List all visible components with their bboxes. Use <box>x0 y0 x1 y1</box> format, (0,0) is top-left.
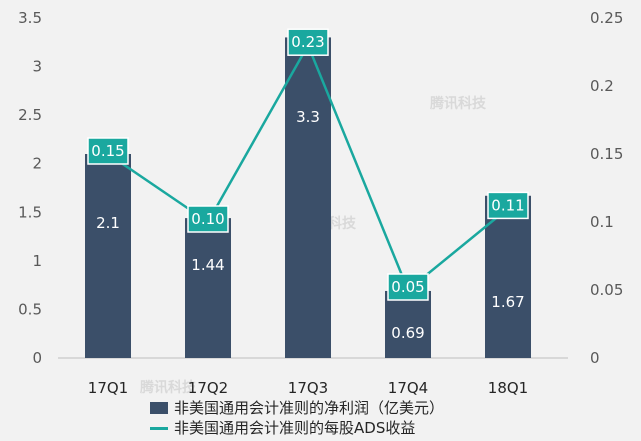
legend-label-bar: 非美国通用会计准则的净利润（亿美元） <box>174 399 445 417</box>
y-right-tick-label: 0.25 <box>590 9 623 27</box>
line-value-box <box>187 205 229 233</box>
y-left-tick-label: 1.5 <box>18 203 42 221</box>
y-right-tick-label: 0.05 <box>590 281 623 299</box>
y-left-tick-label: 2.5 <box>18 106 42 124</box>
x-tick-label: 17Q2 <box>188 379 228 397</box>
line-value-label: 0.11 <box>491 196 524 214</box>
y-right-tick-label: 0.2 <box>590 77 614 95</box>
legend-label-line: 非美国通用会计准则的每股ADS收益 <box>174 419 416 437</box>
watermark-text: 腾讯科技 <box>430 95 487 112</box>
bar-value-label: 3.3 <box>296 108 320 126</box>
bar <box>285 37 331 359</box>
line-value-label: 0.10 <box>191 210 224 228</box>
y-right-tick-label: 0 <box>590 349 600 367</box>
y-left-tick-label: 1 <box>32 252 42 270</box>
legend-item-bar: 非美国通用会计准则的净利润（亿美元） <box>150 398 444 418</box>
bar-value-label: 2.1 <box>96 214 120 232</box>
y-left-tick-label: 2 <box>32 155 42 173</box>
line-value-box <box>287 28 329 56</box>
line-value-box <box>387 273 429 301</box>
legend-item-line: 非美国通用会计准则的每股ADS收益 <box>150 418 444 438</box>
y-right-tick-label: 0.15 <box>590 145 623 163</box>
bar-value-label: 1.44 <box>191 256 224 274</box>
bar <box>185 218 231 358</box>
y-left-tick-label: 3 <box>32 58 42 76</box>
y-left-tick-label: 0.5 <box>18 300 42 318</box>
bar <box>385 290 431 358</box>
line-value-label: 0.23 <box>291 33 324 51</box>
watermark-text: 腾讯科技 <box>140 379 197 396</box>
legend-swatch-bar <box>150 402 168 414</box>
line-value-box <box>487 191 529 220</box>
line-value-box <box>87 137 129 165</box>
bar <box>485 195 531 358</box>
bar-value-label: 1.67 <box>491 293 524 311</box>
y-left-tick-label: 0 <box>32 349 42 367</box>
x-tick-label: 17Q4 <box>388 379 428 397</box>
bar-value-label: 0.69 <box>391 324 424 342</box>
y-left-tick-label: 3.5 <box>18 9 42 27</box>
y-right-tick-label: 0.1 <box>590 213 614 231</box>
line-value-label: 0.15 <box>91 142 124 160</box>
line-value-label: 0.05 <box>391 278 424 296</box>
legend-swatch-line <box>150 426 168 430</box>
x-tick-label: 18Q1 <box>488 379 528 397</box>
x-tick-label: 17Q3 <box>288 379 328 397</box>
bar <box>85 154 131 358</box>
legend: 非美国通用会计准则的净利润（亿美元） 非美国通用会计准则的每股ADS收益 <box>150 398 444 438</box>
x-tick-label: 17Q1 <box>88 379 128 397</box>
